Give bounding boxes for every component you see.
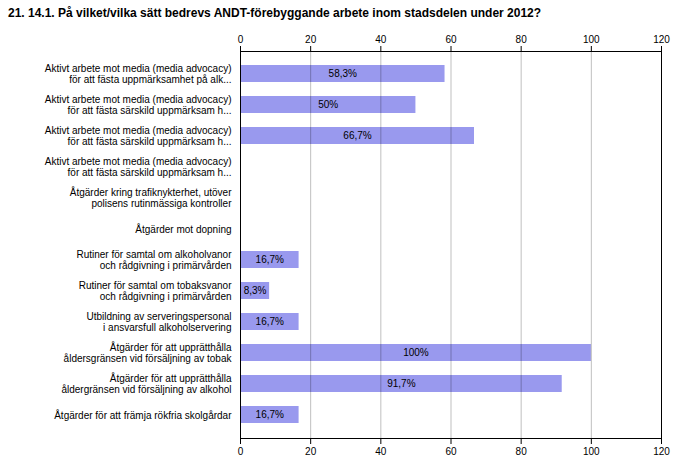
svg-text:20: 20 [305,446,317,457]
svg-text:Åtgärder kring trafiknykterhet: Åtgärder kring trafiknykterhet, utöverpo… [70,186,232,209]
svg-text:40: 40 [375,446,387,457]
svg-text:0: 0 [238,34,244,45]
svg-text:Rutiner för samtal om alkoholv: Rutiner för samtal om alkoholvanoroch rå… [76,249,232,271]
svg-text:Åtgärder för att främja rökfri: Åtgärder för att främja rökfria skolgård… [54,409,232,421]
svg-text:Åtgärder för att upprätthållaå: Åtgärder för att upprätthållaåldersgräns… [64,341,233,364]
svg-text:50%: 50% [318,99,338,110]
svg-text:Rutiner för samtal om tobaksva: Rutiner för samtal om tobaksvanoroch råd… [79,280,233,302]
svg-text:16,7%: 16,7% [256,409,284,420]
svg-text:Åtgärder mot dopning: Åtgärder mot dopning [135,223,231,235]
svg-text:20: 20 [305,34,317,45]
svg-text:66,7%: 66,7% [343,130,371,141]
svg-text:120: 120 [653,446,670,457]
svg-text:Aktivt arbete mot media (media: Aktivt arbete mot media (media advocacy)… [45,125,232,147]
svg-text:8,3%: 8,3% [244,285,267,296]
html-text:21. 14.1. På vilket/vilka sätt: 21. 14.1. På vilket/vilka sätt bedrevs A… [8,6,542,20]
svg-text:100%: 100% [403,347,429,358]
svg-text:100: 100 [583,446,600,457]
svg-text:60: 60 [445,34,457,45]
svg-text:120: 120 [653,34,670,45]
svg-text:60: 60 [445,446,457,457]
svg-text:Åtgärder för att upprätthållaå: Åtgärder för att upprätthållaåldergränse… [61,372,232,395]
svg-text:100: 100 [583,34,600,45]
svg-text:58,3%: 58,3% [329,68,357,79]
svg-text:80: 80 [516,34,528,45]
svg-text:Aktivt arbete mot media (media: Aktivt arbete mot media (media advocacy)… [45,94,232,116]
svg-text:Aktivt arbete mot media (media: Aktivt arbete mot media (media advocacy)… [45,63,232,85]
svg-text:80: 80 [516,446,528,457]
svg-text:Aktivt arbete mot media (media: Aktivt arbete mot media (media advocacy)… [45,156,232,178]
svg-text:Utbildning av serveringsperson: Utbildning av serveringspersonali ansvar… [86,311,231,333]
svg-text:40: 40 [375,34,387,45]
svg-text:91,7%: 91,7% [387,378,415,389]
svg-text:0: 0 [238,446,244,457]
svg-text:16,7%: 16,7% [256,254,284,265]
svg-text:16,7%: 16,7% [256,316,284,327]
